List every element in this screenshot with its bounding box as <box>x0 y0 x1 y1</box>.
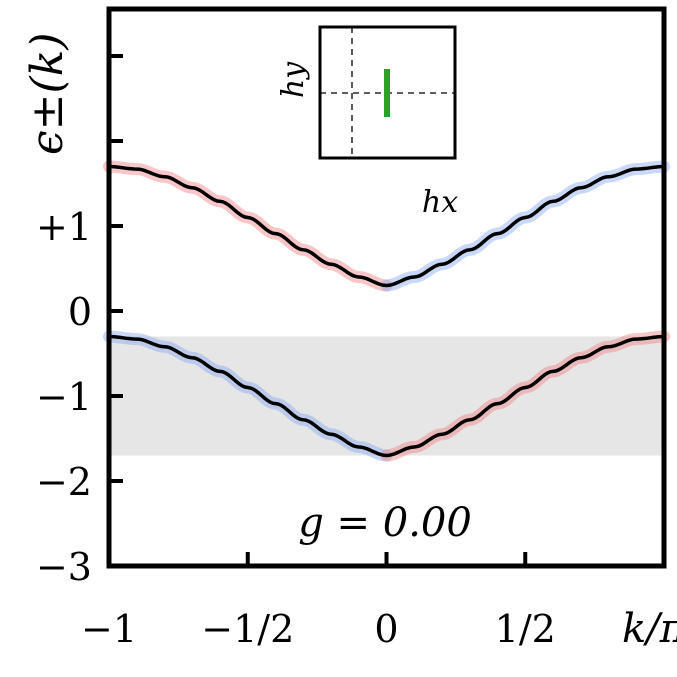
upper-band-halo-left <box>103 160 393 292</box>
band-lines <box>108 164 665 458</box>
x-tick-label: −1/2 <box>201 607 294 651</box>
x-axis-label: k/π <box>622 606 677 652</box>
y-axis-label: ϵ±(k) <box>22 32 73 155</box>
y-tick-label: 0 <box>68 290 92 334</box>
y-tick-label: −1 <box>36 375 92 419</box>
x-tick-label: 0 <box>374 607 398 651</box>
x-tick-label: −1 <box>81 607 137 651</box>
upper-band-line <box>108 164 665 288</box>
inset-x-label: hx <box>422 185 458 220</box>
inset-y-label: hy <box>276 61 311 98</box>
coupling-annotation: g = 0.00 <box>298 500 472 546</box>
x-tick-label: 1/2 <box>495 607 556 651</box>
y-tick-label: −2 <box>36 460 92 504</box>
axis-tick-labels: −1 −1/2 0 1/2 +1 0 −1 −2 −3 <box>36 205 556 651</box>
inset: hy hx <box>276 25 458 220</box>
axis-ticks <box>107 54 528 568</box>
lower-band-line <box>108 334 665 458</box>
y-tick-label: −3 <box>36 545 92 589</box>
gap-band <box>109 336 664 456</box>
y-tick-label: +1 <box>36 205 92 249</box>
